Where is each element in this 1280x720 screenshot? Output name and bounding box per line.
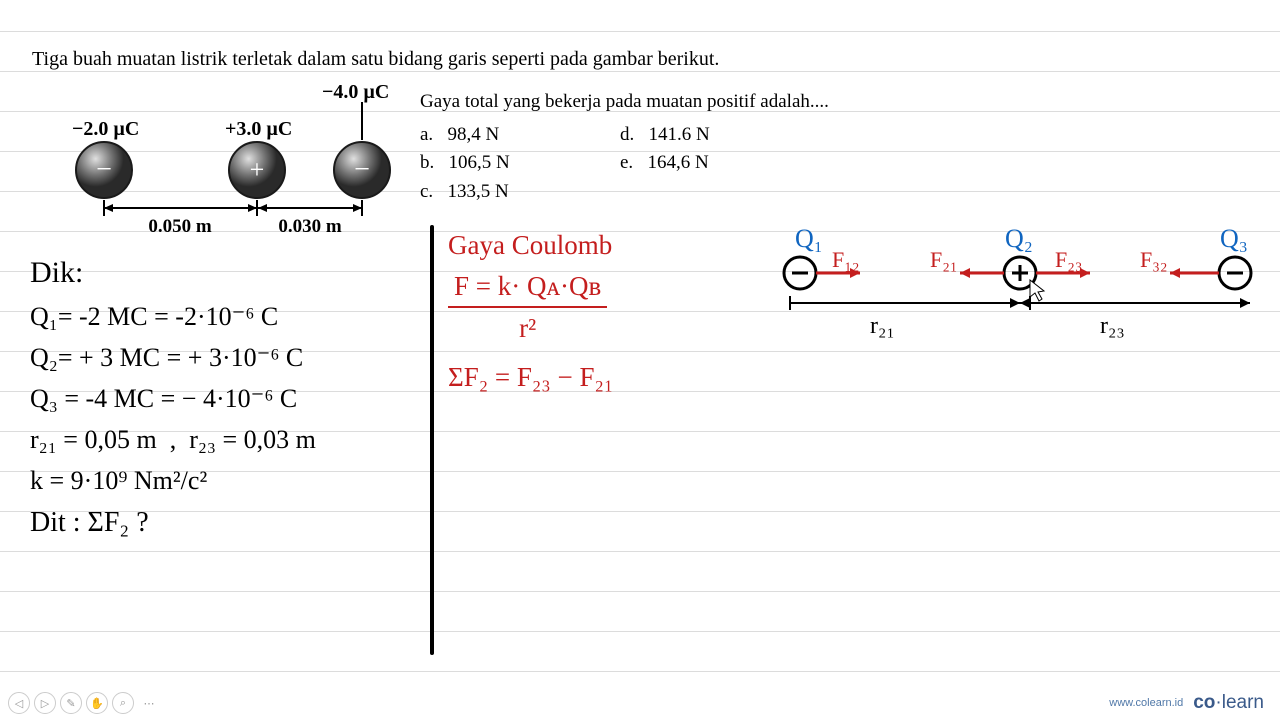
charge-diagram: −2.0 µC +3.0 µC −4.0 µC − + −: [32, 80, 412, 240]
formula-denominator: r²: [448, 308, 607, 349]
fbd-q2-label: Q₂: [1005, 225, 1033, 253]
more-button[interactable]: ⋯: [138, 692, 160, 714]
force-f12-label: F₁₂: [832, 247, 860, 272]
dist-1-label: 0.050 m: [148, 216, 212, 237]
hand-button[interactable]: ✋: [86, 692, 108, 714]
formula-numerator: F = k· Qᴀ·Qʙ: [448, 266, 607, 309]
vertical-divider: [430, 225, 434, 655]
force-f32-label: F₃₂: [1140, 247, 1168, 272]
footer-brand: co·learn: [1193, 692, 1264, 714]
given-k: k = 9·10⁹ Nm²/c²: [30, 461, 316, 500]
charge-diagram-svg: −2.0 µC +3.0 µC −4.0 µC − + −: [32, 80, 412, 240]
page: Tiga buah muatan listrik terletak dalam …: [0, 0, 1280, 720]
dist-2-arrow-l: [258, 204, 267, 212]
force-f23-label: F₂₃: [1055, 247, 1083, 272]
charge1-label: −2.0 µC: [72, 118, 139, 140]
coulomb-formula: F = k· Qᴀ·Qʙ r²: [448, 266, 607, 349]
given-r: r₂₁ = 0,05 m , r₂₃ = 0,03 m: [30, 420, 316, 459]
dist-1-arrow-r: [248, 204, 257, 212]
charge3-label: −4.0 µC: [322, 81, 389, 103]
option-d: d. 141.6 N: [620, 121, 820, 150]
charge2-label: +3.0 µC: [225, 118, 292, 140]
dik-header: Dik:: [30, 250, 316, 295]
given-q2: Q₂= + 3 MC = + 3·10⁻⁶ C: [30, 338, 316, 377]
dist-2-label: 0.030 m: [278, 216, 342, 237]
options-block: Gaya total yang bekerja pada muatan posi…: [420, 88, 829, 206]
force-f21-label: F₂₁: [930, 247, 958, 272]
play-button[interactable]: ▷: [34, 692, 56, 714]
given-q3: Q₃ = -4 MC = − 4·10⁻⁶ C: [30, 379, 316, 418]
coulomb-title: Gaya Coulomb: [448, 225, 613, 266]
player-controls: ◁ ▷ ✎ ✋ ⌕ ⋯: [8, 692, 160, 714]
sign-1: −: [96, 154, 112, 185]
footer: www.colearn.id co·learn: [1109, 692, 1264, 714]
coulomb-block: Gaya Coulomb F = k· Qᴀ·Qʙ r² ΣF₂ = F₂₃ −…: [448, 225, 613, 397]
dit-line: Dit : ΣF₂ ?: [30, 502, 316, 544]
option-c: c. 133,5 N: [420, 178, 620, 207]
sign-3: −: [354, 154, 370, 185]
zoom-button[interactable]: ⌕: [112, 692, 134, 714]
prev-button[interactable]: ◁: [8, 692, 30, 714]
option-a: a. 98,4 N: [420, 121, 620, 150]
sum-formula: ΣF₂ = F₂₃ − F₂₁: [448, 357, 613, 398]
dist-1-arrow-l: [104, 204, 113, 212]
given-q1: Q₁= -2 MC = -2·10⁻⁶ C: [30, 297, 316, 336]
cursor-icon: [1030, 280, 1044, 301]
fbd-svg: Q₁ Q₂ Q₃ F₁₂ F₂₁ F₂₃ F₃₂: [770, 225, 1260, 355]
given-block: Dik: Q₁= -2 MC = -2·10⁻⁶ C Q₂= + 3 MC = …: [30, 250, 316, 546]
edit-button[interactable]: ✎: [60, 692, 82, 714]
problem-text: Tiga buah muatan listrik terletak dalam …: [32, 48, 719, 71]
fbd-q3-label: Q₃: [1220, 225, 1248, 253]
fbd-q1-label: Q₁: [795, 225, 823, 253]
fbd-r21-label: r₂₁: [870, 313, 895, 339]
option-b: b. 106,5 N: [420, 149, 620, 178]
sign-2: +: [250, 155, 265, 184]
question-prefix: Gaya total yang bekerja pada muatan posi…: [420, 88, 829, 117]
option-e: e. 164,6 N: [620, 149, 820, 178]
dist-2-arrow-r: [353, 204, 362, 212]
fbd-r23-label: r₂₃: [1100, 313, 1125, 339]
free-body-diagram: Q₁ Q₂ Q₃ F₁₂ F₂₁ F₂₃ F₃₂: [770, 225, 1260, 345]
footer-url: www.colearn.id: [1109, 697, 1183, 709]
